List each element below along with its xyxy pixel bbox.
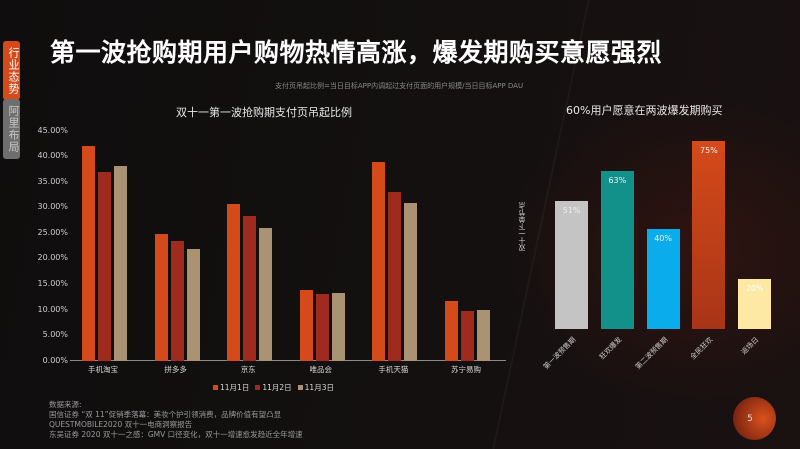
bar <box>259 228 273 361</box>
y-tick-label: 25.00% <box>37 227 68 237</box>
sidebar-tab-alibaba-layout[interactable]: 阿里布局 <box>3 99 20 159</box>
legend-label: 11月1日 <box>220 383 250 392</box>
y-tick-label: 45.00% <box>37 125 68 135</box>
bar <box>243 215 257 361</box>
legend-item: 11月3日 <box>297 382 334 393</box>
legend-label: 11月2日 <box>262 383 292 392</box>
y-tick-label: 20.00% <box>37 253 68 263</box>
bar <box>170 240 184 361</box>
data-sources: 数据来源: 国信证券 “双 11”促销季落幕：美妆个护引领消费，品牌价值有望凸显… <box>49 400 303 440</box>
bar <box>331 292 345 361</box>
y-tick-label: 0.00% <box>42 355 68 365</box>
bar <box>227 204 241 361</box>
source-line: 国信证券 “双 11”促销季落幕：美妆个护引领消费，品牌价值有望凸显 <box>49 410 282 419</box>
bar <box>372 162 386 361</box>
bar <box>477 310 490 361</box>
legend-label: 11月3日 <box>304 383 334 392</box>
bar <box>154 234 168 361</box>
bar <box>82 145 95 361</box>
bar-value-label: 20% <box>745 283 764 293</box>
legend-item: 11月1日 <box>213 382 249 393</box>
bar <box>404 202 418 361</box>
bar-value-label: 51% <box>562 206 581 216</box>
right-chart-title: 60%用户愿意在两波爆发期购买 <box>566 104 723 117</box>
sidebar-tab-industry-trend[interactable]: 行业态势 <box>3 41 20 100</box>
left-chart-title: 双十一第一波抢购期支付页吊起比例 <box>176 106 352 119</box>
bar <box>114 166 127 361</box>
page-number-badge: 5 <box>733 397 776 440</box>
bar: 75% <box>692 141 726 329</box>
y-tick-label: 15.00% <box>37 279 68 289</box>
legend-item: 11月2日 <box>255 382 292 393</box>
left-chart-x-axis <box>70 360 506 361</box>
x-category-label: 苏宁易购 <box>451 365 481 374</box>
definition-note: 支付页吊起比例=当日目标APP内调起过支付页面的用户规模/当日目标APP DAU <box>275 82 524 90</box>
bar <box>388 192 402 361</box>
legend-swatch-icon <box>297 385 303 390</box>
y-tick-label: 35.00% <box>37 176 68 186</box>
x-category-label: 京东 <box>240 365 256 374</box>
y-tick-label: 30.00% <box>37 202 68 212</box>
bar-value-label: 40% <box>654 233 672 243</box>
x-category-label: 手机淘宝 <box>88 365 118 374</box>
bar <box>98 172 111 361</box>
y-tick-label: 5.00% <box>42 330 68 340</box>
bar-value-label: 63% <box>608 176 627 186</box>
bar: 20% <box>738 278 772 329</box>
page-number: 5 <box>747 413 753 424</box>
bar: 51% <box>555 201 588 329</box>
sources-heading: 数据来源: <box>49 400 82 409</box>
source-line: QUESTMOBILE2020 双十一电商洞察报告 <box>49 420 193 429</box>
bar <box>315 293 329 361</box>
page-title: 第一波抢购期用户购物热情高涨，爆发期购买意愿强烈 <box>50 38 663 67</box>
bar: 40% <box>646 228 680 329</box>
bar <box>186 248 200 361</box>
bar <box>461 311 474 361</box>
x-category-label: 拼多多 <box>164 365 187 374</box>
legend-swatch-icon <box>255 385 261 390</box>
bar <box>299 289 313 361</box>
x-category-label: 手机天猫 <box>378 365 409 374</box>
y-tick-label: 40.00% <box>37 151 68 161</box>
x-category-label: 唯品会 <box>309 365 333 374</box>
bar: 63% <box>600 171 634 329</box>
right-chart-y-label: 双十一下单节点 <box>518 202 526 251</box>
bar <box>445 300 458 361</box>
y-tick-label: 10.00% <box>37 304 68 314</box>
source-line: 东吴证券 2020 双十一之感：GMV 口径变化，双十一增速愈发趋近全年增速 <box>49 430 303 439</box>
left-chart-legend: 11月1日 11月2日 11月3日 <box>213 382 334 393</box>
legend-swatch-icon <box>213 385 218 390</box>
bar-value-label: 75% <box>700 146 718 155</box>
